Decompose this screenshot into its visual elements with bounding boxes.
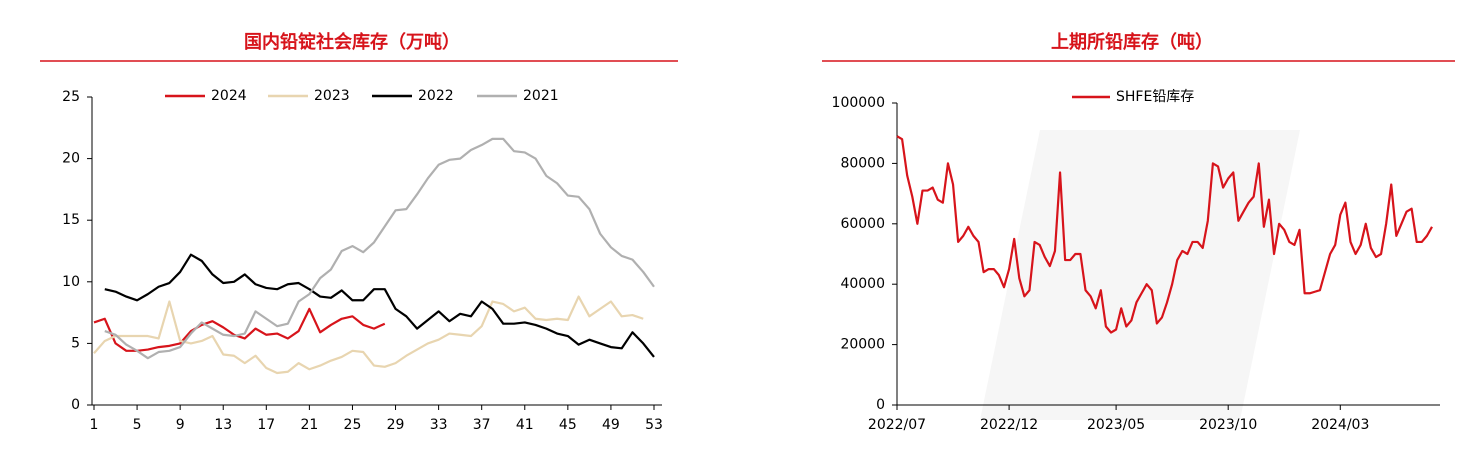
series-line	[104, 253, 655, 358]
y-tick-label: 20	[62, 151, 80, 167]
y-tick-label: 60000	[840, 216, 885, 232]
chart-title: 上期所铅库存（吨）	[1051, 31, 1213, 53]
legend-label: 2024	[211, 88, 247, 104]
series-line	[104, 137, 655, 360]
x-tick-label: 17	[257, 417, 275, 433]
legend-label: 2021	[523, 88, 559, 104]
y-tick-label: 80000	[840, 155, 885, 171]
x-tick-label: 45	[559, 417, 577, 433]
x-tick-label: 13	[214, 417, 232, 433]
y-tick-label: 0	[876, 397, 885, 413]
x-tick-label: 21	[300, 417, 318, 433]
series-line	[93, 307, 386, 352]
y-tick-label: 100000	[832, 95, 885, 111]
x-tick-label: 41	[516, 417, 534, 433]
x-tick-label: 2023/05	[1087, 417, 1145, 433]
x-tick-label: 5	[133, 417, 142, 433]
series-line	[896, 135, 1433, 334]
legend-label: 2022	[418, 88, 454, 104]
y-tick-label: 10	[62, 274, 80, 290]
x-tick-label: 29	[387, 417, 405, 433]
x-tick-label: 37	[473, 417, 491, 433]
y-tick-label: 25	[62, 89, 80, 105]
y-tick-label: 15	[62, 212, 80, 228]
x-tick-label: 2022/12	[980, 417, 1038, 433]
x-tick-label: 2022/07	[868, 417, 926, 433]
y-tick-label: 0	[71, 397, 80, 413]
legend-label: 2023	[314, 88, 350, 104]
x-tick-label: 9	[176, 417, 185, 433]
watermark	[980, 130, 1300, 420]
x-tick-label: 53	[645, 417, 663, 433]
x-tick-label: 1	[90, 417, 99, 433]
y-tick-label: 5	[71, 335, 80, 351]
chart-title: 国内铅锭社会库存（万吨）	[244, 31, 460, 53]
y-tick-label: 20000	[840, 337, 885, 353]
x-tick-label: 33	[430, 417, 448, 433]
x-tick-label: 49	[602, 417, 620, 433]
y-tick-label: 40000	[840, 276, 885, 292]
x-tick-label: 25	[344, 417, 362, 433]
x-tick-label: 2024/03	[1311, 417, 1369, 433]
x-tick-label: 2023/10	[1199, 417, 1257, 433]
series-line	[93, 295, 644, 375]
legend-label: SHFE铅库存	[1116, 89, 1194, 105]
